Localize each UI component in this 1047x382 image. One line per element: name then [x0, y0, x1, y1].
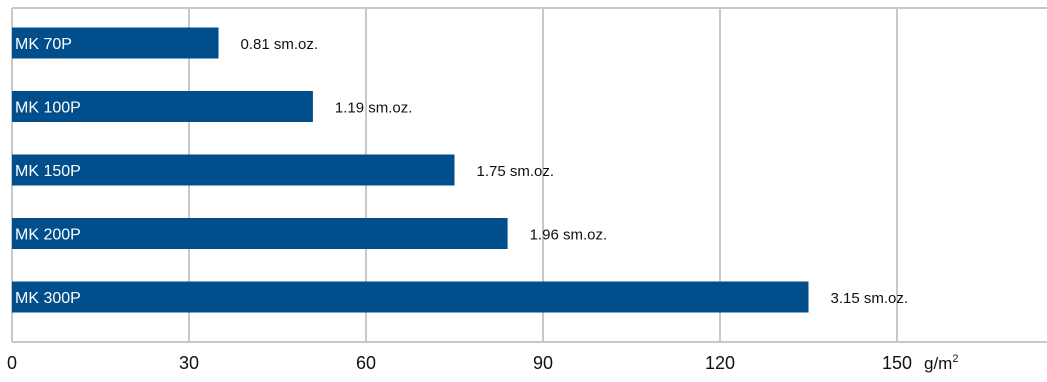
bar-1	[12, 91, 313, 122]
bar-3	[12, 218, 508, 249]
bar-data-label: 3.15 sm.oz.	[831, 290, 909, 307]
x-axis-unit-label: g/m2	[924, 353, 958, 373]
bar-data-label: 1.19 sm.oz.	[335, 100, 413, 117]
bar-category-label: MK 300P	[15, 290, 81, 307]
bar-0	[12, 27, 219, 59]
x-axis: 0 30 60 90 120 150 g/m2	[7, 353, 958, 373]
unit-superscript: 2	[952, 353, 958, 365]
bar-data-label: 0.81 sm.oz.	[241, 36, 319, 53]
bar-category-label: MK 70P	[15, 36, 72, 53]
bar-category-label: MK 200P	[15, 227, 81, 244]
x-tick-label: 150	[882, 353, 912, 373]
x-tick-label: 120	[705, 353, 735, 373]
bar-4	[12, 281, 809, 313]
bar-data-label: 1.75 sm.oz.	[477, 163, 555, 180]
bar-category-label: MK 100P	[15, 100, 81, 117]
bar-2	[12, 154, 455, 186]
bar-data-label: 1.96 sm.oz.	[530, 227, 608, 244]
bar-category-label: MK 150P	[15, 163, 81, 180]
x-tick-label: 0	[7, 353, 17, 373]
unit-base: g/m	[924, 354, 952, 373]
x-tick-label: 90	[533, 353, 553, 373]
x-tick-label: 30	[179, 353, 199, 373]
bars: MK 70P 0.81 sm.oz. MK 100P 1.19 sm.oz. MK 15…	[12, 27, 909, 313]
x-tick-label: 60	[356, 353, 376, 373]
